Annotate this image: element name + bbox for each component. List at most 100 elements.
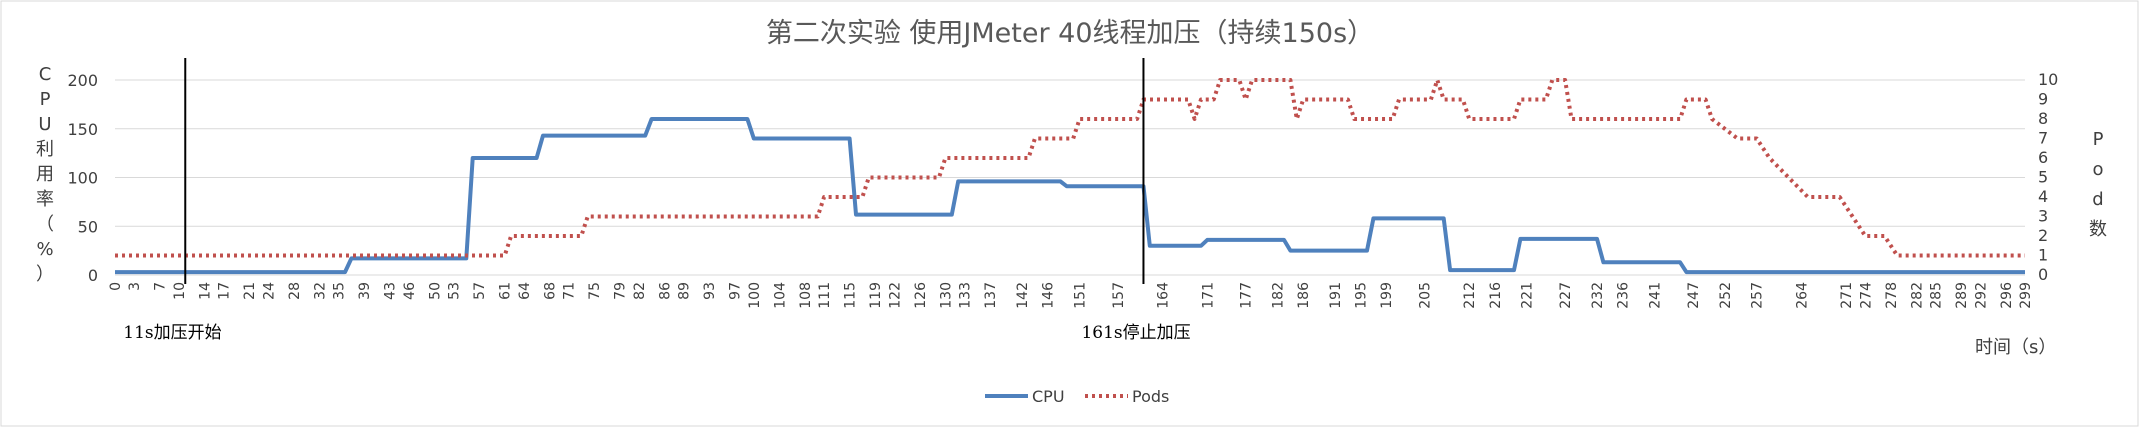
x-tick-label: 119: [868, 282, 884, 309]
x-tick-label: 292: [1973, 282, 1989, 309]
x-tick-label: 151: [1073, 282, 1089, 309]
y-left-tick-label: 0: [88, 266, 98, 285]
x-tick-label: 46: [402, 282, 418, 300]
y-left-tick-label: 150: [67, 120, 98, 139]
y-left-tick-label: 200: [67, 71, 98, 90]
x-tick-label: 142: [1015, 282, 1031, 309]
x-tick-label: 221: [1520, 282, 1536, 309]
x-tick-label: 182: [1271, 282, 1287, 309]
x-tick-label: 133: [958, 282, 974, 309]
y-left-axis-title-char: 利: [36, 139, 54, 160]
y-left-axis-title-char: C: [39, 64, 52, 85]
x-tick-label: 236: [1616, 282, 1632, 309]
x-tick-label: 100: [747, 282, 763, 309]
legend-label-cpu: CPU: [1032, 387, 1065, 406]
x-tick-label: 115: [843, 282, 859, 309]
y-right-axis-title-char: d: [2092, 189, 2103, 210]
x-tick-label: 108: [798, 282, 814, 309]
x-tick-label: 24: [261, 282, 277, 300]
x-tick-label: 43: [383, 282, 399, 300]
x-tick-label: 104: [772, 282, 788, 309]
x-tick-label: 271: [1839, 282, 1855, 309]
gridlines: [115, 79, 2025, 276]
x-tick-label: 296: [1999, 282, 2015, 309]
x-tick-label: 57: [472, 282, 488, 300]
x-tick-label: 53: [447, 282, 463, 300]
x-tick-label: 171: [1200, 282, 1216, 309]
x-tick-label: 79: [613, 282, 629, 300]
annotation-label: 161s停止加压: [1081, 323, 1190, 343]
x-tick-label: 274: [1858, 282, 1874, 309]
chart-title: 第二次实验 使用JMeter 40线程加压（持续150s）: [766, 18, 1374, 49]
y-right-tick-label: 5: [2038, 168, 2048, 187]
y-right-axis-title-char: o: [2092, 159, 2103, 180]
y-right-tick-label: 0: [2038, 265, 2048, 284]
x-tick-label: 232: [1590, 282, 1606, 309]
y-left-tick-label: 50: [78, 217, 98, 236]
x-tick-label: 75: [587, 282, 603, 300]
y-left-axis-title-char: ）: [36, 264, 54, 285]
x-tick-label: 241: [1647, 282, 1663, 309]
x-tick-label: 264: [1794, 282, 1810, 309]
x-tick-label: 68: [542, 282, 558, 300]
legend: CPU Pods: [985, 387, 1169, 406]
x-tick-label: 10: [172, 282, 188, 300]
legend-label-pods: Pods: [1132, 387, 1169, 406]
y-right-tick-label: 4: [2038, 187, 2048, 206]
series-group: [115, 78, 2025, 275]
x-tick-label: 285: [1929, 282, 1945, 309]
y-right-tick-label: 2: [2038, 226, 2048, 245]
y-right-tick-label: 10: [2038, 70, 2058, 89]
y-right-tick-label: 8: [2038, 109, 2048, 128]
x-tick-label: 122: [887, 282, 903, 309]
x-tick-label: 205: [1418, 282, 1434, 309]
y-left-tick-label: 100: [67, 169, 98, 188]
x-tick-label: 157: [1111, 282, 1127, 309]
y-left-axis-title-char: 率: [36, 189, 54, 210]
x-tick-label: 195: [1354, 282, 1370, 309]
y-right-tick-label: 3: [2038, 207, 2048, 226]
x-tick-label: 299: [2018, 282, 2034, 309]
y-right-tick-label: 7: [2038, 129, 2048, 148]
y-left-axis-title-char: P: [40, 89, 51, 110]
x-tick-label: 177: [1239, 282, 1255, 309]
x-tick-label: 28: [287, 282, 303, 300]
annotations: 11s加压开始 161s停止加压: [123, 58, 1191, 343]
x-tick-label: 3: [127, 282, 143, 291]
x-tick-label: 257: [1750, 282, 1766, 309]
y-right-axis-title-char: 数: [2089, 219, 2107, 240]
x-tick-label: 199: [1379, 282, 1395, 309]
x-tick-label: 216: [1488, 282, 1504, 309]
x-tick-label: 39: [357, 282, 373, 300]
x-tick-label: 61: [498, 282, 514, 300]
x-tick-label: 191: [1328, 282, 1344, 309]
x-tick-label: 130: [938, 282, 954, 309]
x-tick-label: 126: [913, 282, 929, 309]
series-line-pods: [115, 78, 2025, 258]
x-ticks: 0 3 7 10 14 17 21 24 28 32 35 39 43 46 50 53 57 61 64 68 71 7…: [108, 282, 2034, 309]
x-tick-label: 252: [1718, 282, 1734, 309]
y-left-axis-title-char: %: [36, 239, 53, 260]
x-tick-label: 17: [217, 282, 233, 300]
x-tick-label: 32: [312, 282, 328, 300]
x-tick-label: 14: [197, 282, 213, 300]
x-tick-label: 0: [108, 282, 124, 291]
x-tick-label: 146: [1041, 282, 1057, 309]
y-right-tick-label: 1: [2038, 246, 2048, 265]
annotation-label: 11s加压开始: [123, 323, 221, 343]
x-tick-label: 35: [332, 282, 348, 300]
x-tick-label: 93: [702, 282, 718, 300]
x-tick-label: 89: [677, 282, 693, 300]
x-tick-label: 282: [1909, 282, 1925, 309]
x-tick-label: 164: [1156, 282, 1172, 309]
x-tick-label: 50: [427, 282, 443, 300]
x-tick-label: 186: [1296, 282, 1312, 309]
y-left-axis-title-char: （: [36, 214, 54, 235]
x-tick-label: 227: [1558, 282, 1574, 309]
y-right-axis-title-char: P: [2093, 129, 2104, 150]
